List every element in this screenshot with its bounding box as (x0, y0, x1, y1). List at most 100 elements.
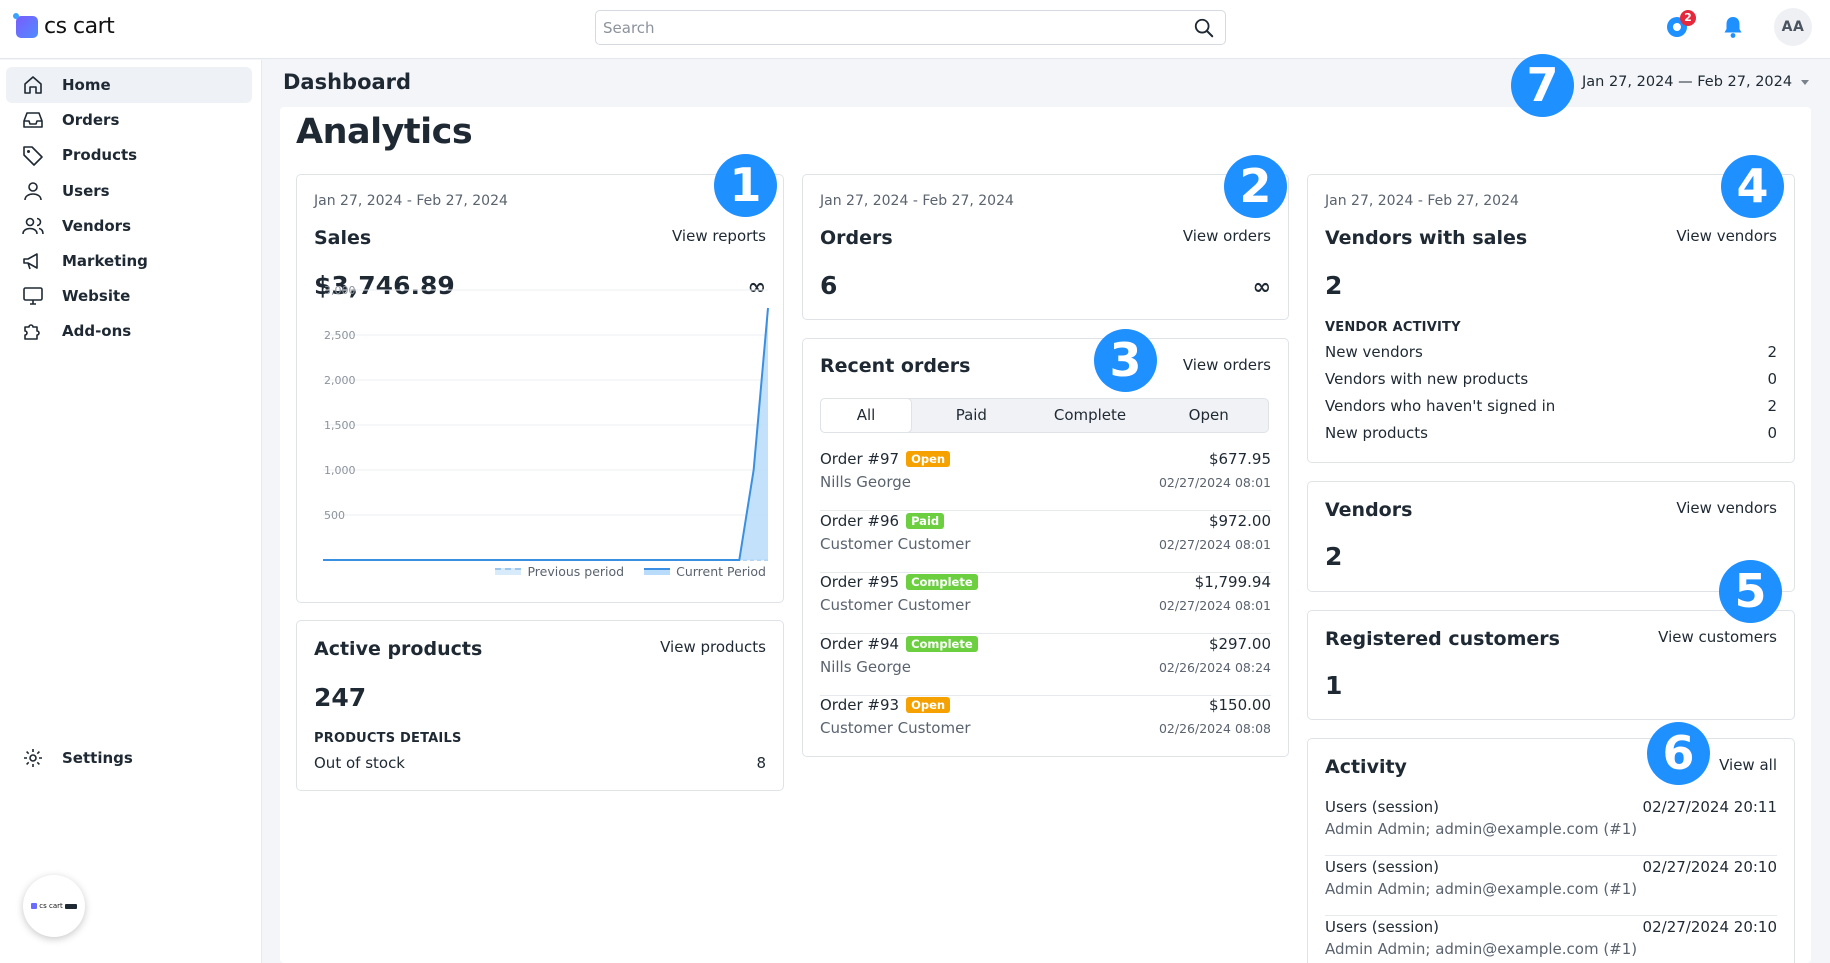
annotation-marker-7: 7 (1511, 54, 1574, 117)
view-vendors-link[interactable]: View vendors (1676, 227, 1777, 245)
order-total: $150.00 (1208, 696, 1271, 714)
inbox-icon (23, 112, 43, 128)
vendor-activity-label: Vendors with new products (1325, 370, 1529, 388)
vendors-title: Vendors (1325, 499, 1413, 521)
date-range-picker[interactable]: Jan 27, 2024 — Feb 27, 2024 (1582, 74, 1810, 90)
products-details-heading: PRODUCTS DETAILS (314, 731, 462, 746)
order-status-badge: Open (906, 697, 951, 713)
sidebar-item-settings[interactable]: Settings (6, 740, 252, 776)
view-products-link[interactable]: View products (660, 638, 766, 656)
sidebar-item-label: Settings (62, 749, 133, 767)
vendors-with-sales-card: Jan 27, 2024 - Feb 27, 2024 Vendors with… (1307, 174, 1795, 463)
y-tick-label: 1,500 (324, 419, 356, 432)
vendor-activity-row: New vendors 2 (1325, 343, 1777, 361)
tab-paid[interactable]: Paid (955, 406, 987, 424)
brand-logo[interactable]: cs cart (13, 12, 115, 39)
help-notification-icon[interactable]: 2 (1664, 10, 1696, 40)
tab-all[interactable]: All (820, 398, 912, 433)
sidebar-item-marketing[interactable]: Marketing (6, 243, 252, 279)
order-date: 02/26/2024 08:24 (1158, 659, 1271, 675)
page-title: Dashboard (283, 70, 412, 94)
recent-orders-title: Recent orders (820, 355, 971, 377)
order-id: Order #97 Open (820, 450, 951, 468)
activity-row-title: Users (session) (1325, 858, 1440, 876)
view-customers-link[interactable]: View customers (1658, 628, 1777, 646)
recent-orders-card: Recent orders View orders All Paid Compl… (802, 338, 1289, 757)
activity-row-detail: Admin Admin; admin@example.com (#1) (1325, 880, 1638, 898)
bell-icon[interactable] (1720, 14, 1746, 40)
vendor-activity-value: 0 (1767, 370, 1777, 388)
sidebar-item-users[interactable]: Users (6, 173, 252, 209)
y-tick-label: 500 (324, 509, 345, 522)
annotation-marker-4: 4 (1721, 155, 1784, 218)
vendor-activity-heading: VENDOR ACTIVITY (1325, 320, 1461, 335)
sidebar: Home Orders Products Users Vendors Marke… (0, 60, 262, 963)
sidebar-item-home[interactable]: Home (6, 67, 252, 103)
sales-chart: 3,000 2,500 2,000 1,500 1,000 500 (323, 284, 769, 561)
activity-row[interactable]: Users (session) 02/27/2024 20:10 Admin A… (1325, 918, 1777, 963)
activity-row-time: 02/27/2024 20:10 (1642, 918, 1777, 936)
view-all-link[interactable]: View all (1719, 756, 1777, 774)
order-status-tabs: All Paid Complete Open (820, 398, 1269, 433)
order-row[interactable]: Order #96 Paid Customer Customer $972.00 02/… (820, 512, 1271, 573)
order-total: $1,799.94 (1194, 573, 1271, 591)
order-date: 02/27/2024 08:01 (1158, 475, 1271, 490)
order-row[interactable]: Order #95 Complete Customer Customer $1,799… (820, 573, 1271, 634)
view-orders-link[interactable]: View orders (1182, 227, 1271, 245)
orders-card: Jan 27, 2024 - Feb 27, 2024 Orders View … (802, 174, 1289, 320)
order-row[interactable]: Order #93 Open Customer Customer $150.00 02/… (820, 696, 1271, 757)
vendors-value: 2 (1325, 542, 1343, 571)
sales-card: Jan 27, 2024 - Feb 27, 2024 Sales View r… (296, 174, 784, 603)
notification-badge: 2 (1680, 10, 1696, 26)
legend-previous[interactable]: Previous period (495, 564, 624, 579)
sales-change: ∞ (747, 275, 766, 300)
avatar[interactable]: AA (1774, 8, 1812, 46)
sidebar-item-label: Home (62, 76, 111, 94)
sidebar-item-label: Website (62, 287, 131, 305)
order-date: 02/27/2024 08:01 (1158, 598, 1271, 613)
search-input[interactable] (596, 11, 1156, 44)
sidebar-item-add-ons[interactable]: Add-ons (6, 313, 252, 349)
order-row[interactable]: Order #94 Complete Nills George $297.00 02/2… (820, 635, 1271, 696)
y-tick-label: 2,000 (324, 374, 356, 387)
activity-row[interactable]: Users (session) 02/27/2024 20:10 Admin A… (1325, 858, 1777, 916)
order-id: Order #93 Open (820, 696, 951, 714)
active-products-value: 247 (314, 683, 367, 712)
sidebar-item-orders[interactable]: Orders (6, 102, 252, 138)
sidebar-item-products[interactable]: Products (6, 137, 252, 173)
mini-logo-mark-icon (31, 903, 38, 909)
order-status-badge: Paid (906, 512, 945, 529)
activity-row-time: 02/27/2024 20:11 (1642, 798, 1777, 816)
top-bar: cs cart 2 AA (0, 0, 1830, 59)
vendors-card: Vendors View vendors 2 (1307, 481, 1795, 592)
tag-icon (23, 146, 43, 166)
sales-date: Jan 27, 2024 - Feb 27, 2024 (314, 193, 508, 209)
order-id: Order #94 Complete (820, 635, 978, 653)
chart-legend: Previous period Current Period (495, 564, 766, 579)
vendor-activity-row: Vendors with new products 0 (1325, 370, 1777, 388)
order-customer: Nills George (820, 657, 911, 676)
tab-open[interactable]: Open (1188, 406, 1229, 424)
sidebar-item-vendors[interactable]: Vendors (6, 208, 252, 244)
search-icon[interactable] (1193, 17, 1215, 39)
tab-complete[interactable]: Complete (1053, 406, 1127, 424)
view-reports-link[interactable]: View reports (672, 227, 766, 245)
y-tick-label: 1,000 (324, 464, 356, 477)
caret-down-icon (1801, 79, 1810, 85)
vendor-activity-label: New vendors (1325, 343, 1423, 361)
brand-name: cs cart (44, 14, 115, 39)
home-icon (24, 76, 42, 94)
legend-current[interactable]: Current Period (644, 564, 766, 579)
order-row[interactable]: Order #97 Open Nills George $677.95 02/27/20… (820, 450, 1271, 511)
view-orders-link[interactable]: View orders (1182, 356, 1271, 374)
floating-logo-button[interactable]: cs cart (23, 875, 85, 937)
sidebar-item-label: Add-ons (62, 322, 132, 340)
order-number: Order #97 (820, 450, 900, 468)
analytics-heading: Analytics (296, 112, 473, 152)
sidebar-item-website[interactable]: Website (6, 278, 252, 314)
activity-row[interactable]: Users (session) 02/27/2024 20:11 Admin A… (1325, 798, 1777, 856)
view-vendors-link[interactable]: View vendors (1676, 499, 1777, 517)
vendor-activity-row: Vendors who haven't signed in 2 (1325, 397, 1777, 415)
order-id: Order #95 Complete (820, 573, 978, 591)
orders-change: ∞ (1252, 275, 1271, 300)
